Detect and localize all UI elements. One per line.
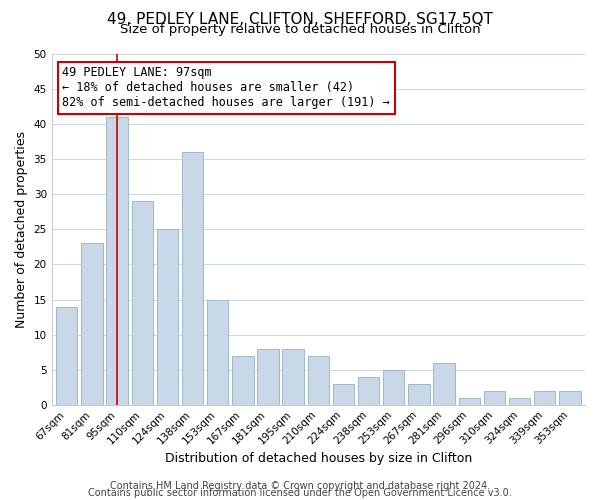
Bar xyxy=(207,300,229,405)
Bar xyxy=(534,390,556,404)
Bar xyxy=(383,370,404,404)
Text: 49, PEDLEY LANE, CLIFTON, SHEFFORD, SG17 5QT: 49, PEDLEY LANE, CLIFTON, SHEFFORD, SG17… xyxy=(107,12,493,28)
Bar xyxy=(81,244,103,404)
Bar xyxy=(408,384,430,404)
Bar xyxy=(358,376,379,404)
Bar xyxy=(131,202,153,404)
X-axis label: Distribution of detached houses by size in Clifton: Distribution of detached houses by size … xyxy=(165,452,472,465)
Bar xyxy=(283,348,304,405)
Bar xyxy=(232,356,254,405)
Bar xyxy=(56,306,77,404)
Bar xyxy=(559,390,581,404)
Bar xyxy=(182,152,203,405)
Bar xyxy=(433,362,455,405)
Bar xyxy=(458,398,480,404)
Bar xyxy=(308,356,329,405)
Text: Contains HM Land Registry data © Crown copyright and database right 2024.: Contains HM Land Registry data © Crown c… xyxy=(110,481,490,491)
Bar xyxy=(333,384,354,404)
Bar xyxy=(484,390,505,404)
Bar xyxy=(257,348,279,405)
Bar xyxy=(509,398,530,404)
Bar xyxy=(106,117,128,405)
Text: 49 PEDLEY LANE: 97sqm
← 18% of detached houses are smaller (42)
82% of semi-deta: 49 PEDLEY LANE: 97sqm ← 18% of detached … xyxy=(62,66,390,110)
Y-axis label: Number of detached properties: Number of detached properties xyxy=(15,131,28,328)
Bar xyxy=(157,230,178,404)
Text: Contains public sector information licensed under the Open Government Licence v3: Contains public sector information licen… xyxy=(88,488,512,498)
Text: Size of property relative to detached houses in Clifton: Size of property relative to detached ho… xyxy=(119,22,481,36)
